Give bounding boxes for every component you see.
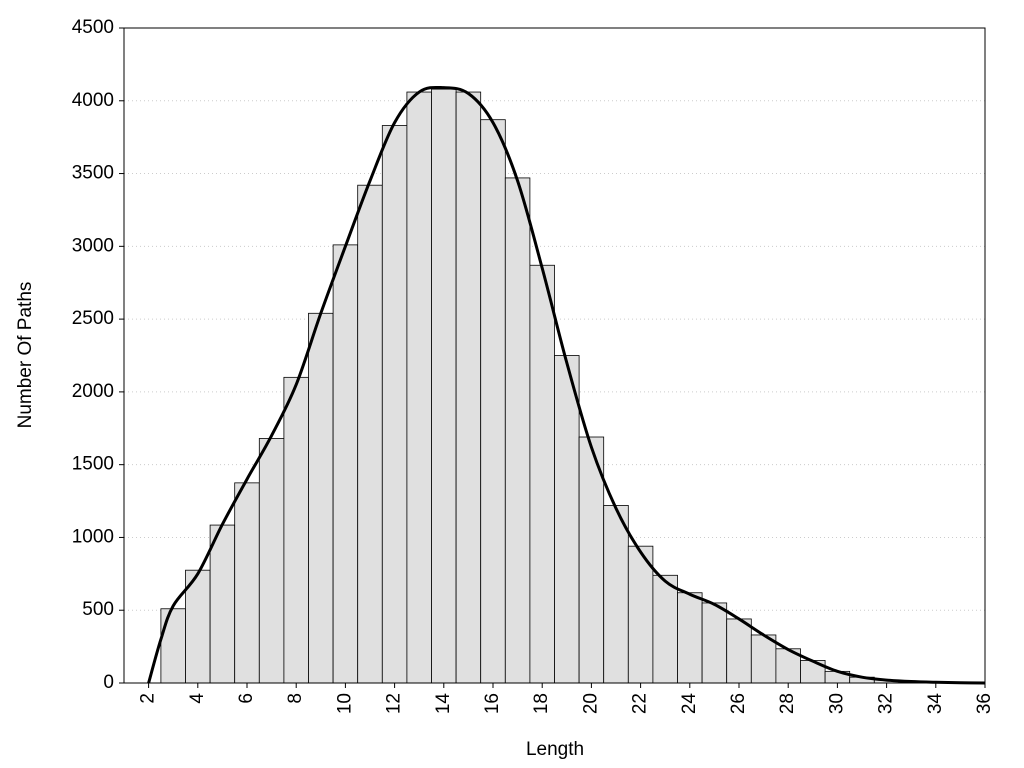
y-axis-label: Number Of Paths bbox=[15, 282, 36, 429]
x-tick-label: 30 bbox=[826, 693, 847, 714]
x-tick-label: 32 bbox=[876, 693, 897, 714]
x-tick-label: 18 bbox=[531, 693, 552, 714]
y-tick-label: 4000 bbox=[72, 90, 114, 111]
bar bbox=[258, 438, 285, 684]
bar bbox=[209, 524, 236, 684]
y-tick-label: 2500 bbox=[72, 308, 114, 329]
x-tick-label: 14 bbox=[433, 693, 454, 715]
bar bbox=[406, 91, 432, 684]
x-tick-label: 12 bbox=[384, 693, 405, 714]
bar bbox=[750, 634, 777, 684]
x-tick-label: 34 bbox=[925, 693, 946, 715]
bar bbox=[529, 264, 555, 684]
x-tick-label: 2 bbox=[138, 693, 159, 704]
bar bbox=[308, 312, 334, 684]
x-tick-label: 10 bbox=[334, 693, 355, 714]
bar bbox=[332, 244, 359, 684]
y-tick-label: 4500 bbox=[72, 17, 114, 38]
y-tick-label: 500 bbox=[82, 599, 114, 620]
y-tick-label: 1000 bbox=[72, 526, 114, 547]
bar bbox=[726, 618, 752, 684]
y-tick-label: 0 bbox=[103, 672, 114, 693]
y-tick-label: 1500 bbox=[72, 454, 114, 475]
bar bbox=[627, 545, 654, 684]
bar bbox=[480, 119, 506, 684]
bar bbox=[160, 608, 186, 684]
x-tick-label: 22 bbox=[630, 693, 651, 714]
y-tick-label: 3000 bbox=[72, 235, 114, 256]
x-tick-label: 28 bbox=[777, 693, 798, 714]
bar bbox=[431, 88, 457, 684]
bar bbox=[603, 505, 629, 684]
bar bbox=[652, 574, 678, 684]
bar bbox=[283, 376, 309, 684]
x-tick-label: 16 bbox=[482, 693, 503, 714]
x-tick-label: 26 bbox=[728, 693, 749, 714]
bar bbox=[554, 355, 580, 684]
x-tick-label: 4 bbox=[187, 693, 208, 704]
x-tick-label: 36 bbox=[974, 693, 995, 714]
plot-frame bbox=[123, 27, 986, 684]
y-tick-label: 2000 bbox=[72, 381, 114, 402]
bar bbox=[455, 91, 482, 684]
bar bbox=[357, 184, 383, 684]
bar bbox=[504, 177, 531, 684]
x-tick-label: 8 bbox=[285, 693, 306, 704]
x-tick-label: 20 bbox=[580, 693, 601, 714]
x-tick-label: 6 bbox=[236, 693, 257, 704]
bar bbox=[677, 592, 703, 684]
x-axis-label: Length bbox=[526, 739, 584, 760]
bar bbox=[381, 125, 408, 684]
y-tick-label: 3500 bbox=[72, 163, 114, 184]
bar bbox=[234, 482, 260, 684]
bar bbox=[185, 569, 211, 684]
bar bbox=[701, 602, 728, 684]
density-curve bbox=[147, 85, 986, 685]
x-tick-label: 24 bbox=[679, 693, 700, 715]
